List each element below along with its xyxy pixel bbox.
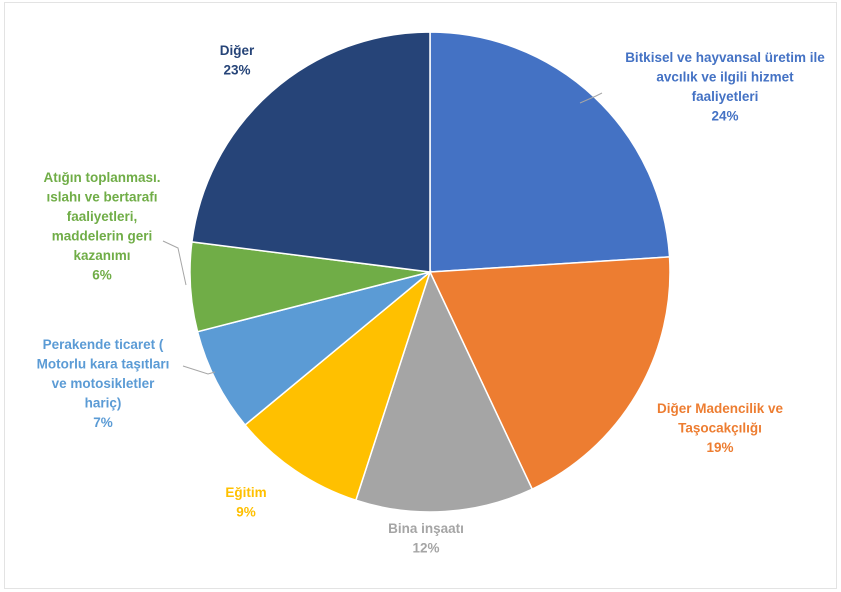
pie-slice-3 xyxy=(354,269,534,513)
pie-slice-4 xyxy=(244,269,432,502)
slice-value-label: 23% xyxy=(223,63,250,78)
slice-category-label: Motorlu kara taşıtları xyxy=(37,357,170,372)
slice-value-label: 24% xyxy=(711,109,738,124)
slice-label-4: Eğitim 9% xyxy=(225,485,266,520)
pie-slice-2 xyxy=(428,256,671,491)
slice-category-label: Diğer xyxy=(220,43,255,58)
slice-label-7: Diğer 23% xyxy=(220,43,255,78)
pie-slice-7 xyxy=(191,31,431,273)
slice-category-label: kazanımı xyxy=(73,248,130,263)
slice-value-label: 19% xyxy=(706,440,733,455)
leader-line-1 xyxy=(579,92,603,104)
chart-frame xyxy=(4,2,837,589)
slice-category-label: faaliyetleri xyxy=(692,89,759,104)
pie-slice-5 xyxy=(196,271,431,427)
slice-category-label: Bitkisel ve hayvansal üretim ile xyxy=(625,50,825,65)
slice-category-label: Perakende ticaret ( xyxy=(43,337,164,352)
slice-label-3: Bina inşaatı 12% xyxy=(388,521,464,556)
slice-category-label: Taşocakçılığı xyxy=(678,421,762,436)
slice-value-label: 7% xyxy=(93,415,113,430)
leader-line-6 xyxy=(162,240,187,286)
leader-lines xyxy=(162,92,603,375)
slice-label-2: Diğer Madencilik ve Taşocakçılığı 19% xyxy=(657,401,784,455)
pie-slices xyxy=(189,31,671,513)
slice-label-6: Atığın toplanması. ıslahı ve bertarafı faa… xyxy=(43,170,160,283)
slice-value-label: 6% xyxy=(92,268,112,283)
slice-category-label: faaliyetleri, xyxy=(67,209,138,224)
slice-label-1: Bitkisel ve hayvansal üretim ile avcılık … xyxy=(625,50,825,124)
leader-line-5 xyxy=(182,365,216,375)
slice-labels: Bitkisel ve hayvansal üretim ile avcılık … xyxy=(37,43,826,556)
slice-value-label: 9% xyxy=(236,505,256,520)
slice-category-label: Atığın toplanması. xyxy=(43,170,160,185)
slice-category-label: Diğer Madencilik ve xyxy=(657,401,784,416)
slice-category-label: avcılık ve ilgili hizmet xyxy=(656,70,794,85)
slice-category-label: hariç) xyxy=(85,396,122,411)
slice-category-label: Bina inşaatı xyxy=(388,521,464,536)
slice-value-label: 12% xyxy=(412,541,439,556)
slice-category-label: Eğitim xyxy=(225,485,266,500)
pie-slice-1 xyxy=(429,31,671,273)
slice-label-5: Perakende ticaret ( Motorlu kara taşıtlar… xyxy=(37,337,170,430)
slice-category-label: ve motosikletler xyxy=(52,376,156,391)
slice-category-label: ıslahı ve bertarafı xyxy=(46,190,157,205)
slice-category-label: maddelerin geri xyxy=(52,229,153,244)
